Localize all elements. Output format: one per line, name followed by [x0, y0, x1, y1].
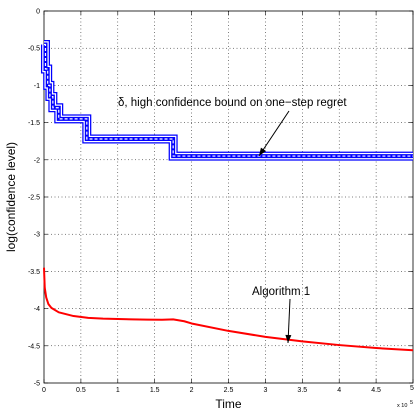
y-tick-label: -1	[34, 83, 40, 90]
y-tick-label: 0	[36, 9, 40, 16]
x-axis-label: Time	[215, 397, 242, 411]
annotation-text: Algorithm 1	[252, 286, 310, 298]
y-tick-label: -2.5	[28, 195, 40, 202]
y-tick-label: -0.5	[28, 46, 40, 53]
y-tick-label: -2	[34, 157, 40, 164]
series	[40, 39, 414, 352]
y-tick-label: -4	[34, 306, 40, 313]
series-line	[43, 267, 414, 352]
x-tick-label: 1	[116, 387, 120, 394]
x-tick-label: 2	[190, 387, 194, 394]
ticks: 0 0.5 1 1.5 2 2.5 3 3.5 4 4.5 5 0 -0.5 -1 -1.5 -2 -2.5 -3…	[28, 9, 414, 395]
x-tick-label: 1.5	[150, 387, 160, 394]
y-tick-label: -3.5	[28, 269, 40, 276]
x-tick-label: 5	[410, 385, 414, 392]
x-tick-label: 0.5	[76, 387, 86, 394]
x-tick-label: 0	[42, 387, 46, 394]
annotation-arrow-head	[259, 147, 266, 156]
x-axis-multiplier-exponent: 5	[410, 400, 413, 406]
y-tick-label: -5	[34, 381, 40, 388]
annotations: δ, high confidence bound on one−step reg…	[118, 97, 347, 344]
x-tick-label: 3.5	[297, 387, 307, 394]
y-tick-label: -1.5	[28, 120, 40, 127]
y-tick-label: -3	[34, 232, 40, 239]
series-band-dash	[44, 43, 413, 157]
x-tick-label: 4	[337, 387, 341, 394]
grid	[44, 11, 413, 383]
annotation-text: δ, high confidence bound on one−step reg…	[118, 97, 347, 109]
annotation-arrow-head	[285, 334, 292, 343]
x-tick-label: 3	[263, 387, 267, 394]
y-tick-label: -4.5	[28, 343, 40, 350]
x-tick-label: 4.5	[371, 387, 381, 394]
annotation-arrow-line	[258, 110, 290, 157]
x-tick-label: 2.5	[224, 387, 234, 394]
y-axis-label: log(confidence level)	[4, 142, 18, 252]
x-axis-multiplier: x 10	[397, 403, 407, 409]
